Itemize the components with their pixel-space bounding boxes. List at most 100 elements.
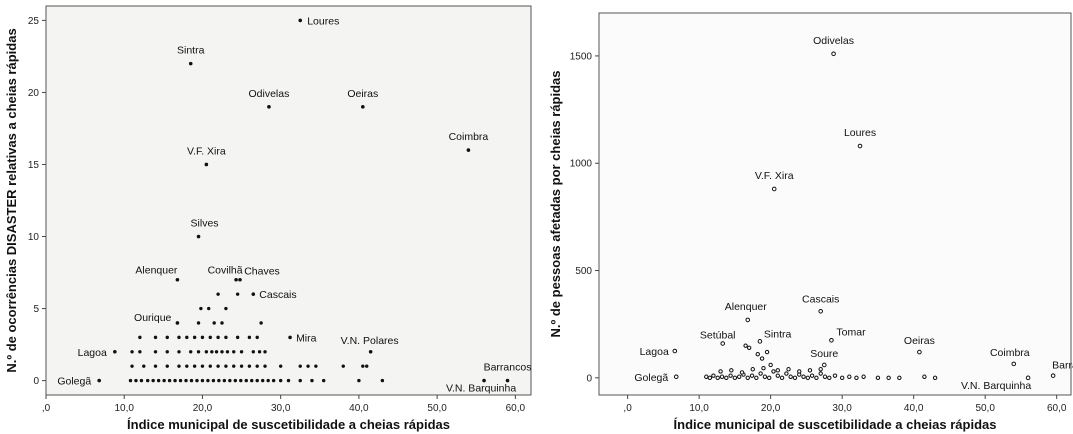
plot-area <box>45 5 532 396</box>
point-label: Tomar <box>836 326 866 338</box>
data-point <box>239 378 243 383</box>
data-point <box>784 371 789 376</box>
data-point <box>886 375 891 381</box>
data-point <box>365 364 369 368</box>
data-point <box>145 378 150 383</box>
data-point <box>759 356 765 361</box>
data-point <box>238 277 242 282</box>
data-point <box>897 375 902 381</box>
data-point <box>745 375 750 381</box>
data-point <box>225 350 230 354</box>
data-point <box>857 143 863 149</box>
data-point <box>818 371 823 376</box>
x-tick-label: 40,0 <box>349 403 369 414</box>
data-point <box>259 321 263 325</box>
data-point <box>153 364 158 368</box>
data-point <box>224 364 228 368</box>
x-tick-label: 10,0 <box>689 403 709 414</box>
x-tick-label: 60,0 <box>1047 403 1067 414</box>
data-point <box>165 350 169 354</box>
point-label: Setúbal <box>700 329 736 341</box>
data-point <box>1025 375 1031 381</box>
data-point <box>788 374 793 379</box>
data-point <box>380 378 385 383</box>
data-point <box>239 364 244 368</box>
data-point <box>175 277 180 282</box>
data-point <box>128 378 133 383</box>
chart-right: ,0 10,0 20,0 30,0 40,0 50,0 60,0 0 500 1000 1500 Ín… <box>548 12 1073 432</box>
point-label: Mira <box>296 332 317 344</box>
data-point <box>271 378 276 383</box>
data-point <box>755 352 760 357</box>
x-tick-label: 50,0 <box>427 403 447 414</box>
data-point <box>361 364 365 368</box>
data-point <box>216 335 220 340</box>
data-point <box>206 378 210 383</box>
data-point <box>156 378 161 383</box>
data-point <box>188 61 193 66</box>
data-point <box>767 375 772 381</box>
data-point <box>707 375 713 381</box>
data-point <box>247 335 252 340</box>
point-label: Chaves <box>244 266 280 278</box>
data-point <box>821 362 827 368</box>
data-point <box>466 148 471 152</box>
point-label: Golegã <box>634 372 668 384</box>
data-point <box>482 378 486 383</box>
data-point <box>814 375 819 381</box>
x-tick-label: 30,0 <box>271 403 291 414</box>
data-point <box>263 364 267 368</box>
data-point <box>754 375 759 381</box>
data-point <box>801 374 806 379</box>
data-point <box>361 105 365 109</box>
y-tick-label: 20 <box>28 88 40 99</box>
data-point <box>775 368 780 373</box>
x-tick-label: 10,0 <box>114 403 134 414</box>
data-point <box>267 105 271 109</box>
data-point <box>792 375 798 381</box>
data-point <box>818 367 823 372</box>
data-point <box>775 373 780 378</box>
chart-left: ,0 10,0 20,0 30,0 40,0 50,0 60,0 0 5 10 15 20 25 Índi… <box>4 5 532 432</box>
y-tick-label: 0 <box>586 373 592 384</box>
point-label: Coimbra <box>449 131 489 143</box>
point-label: Loures <box>307 15 339 27</box>
data-point <box>247 364 252 368</box>
data-point <box>233 378 238 383</box>
data-point <box>750 367 755 372</box>
data-point <box>251 350 255 354</box>
point-label: V.N. Barquinha <box>961 380 1031 392</box>
data-point <box>192 335 197 340</box>
data-point <box>822 374 828 379</box>
data-point <box>298 378 302 383</box>
point-label: Sintra <box>177 45 205 57</box>
point-label: Soure <box>810 348 838 360</box>
data-point <box>739 370 745 375</box>
data-point <box>263 350 267 354</box>
data-point <box>809 373 815 378</box>
data-point <box>298 364 302 368</box>
data-point <box>875 375 881 381</box>
data-point <box>672 348 678 354</box>
y-tick-label: 0 <box>33 376 39 387</box>
x-tick-label: 20,0 <box>761 403 781 414</box>
data-point <box>200 335 205 340</box>
data-point <box>177 335 181 340</box>
data-point <box>189 350 193 354</box>
point-label: V.F. Xira <box>755 170 794 182</box>
data-point <box>818 309 823 314</box>
data-point <box>704 374 709 379</box>
data-point <box>807 368 813 373</box>
data-point <box>138 335 142 340</box>
data-point <box>832 373 838 378</box>
data-point <box>854 375 859 381</box>
data-point <box>306 364 310 368</box>
x-tick-label: 50,0 <box>975 403 995 414</box>
data-point <box>255 335 259 340</box>
x-tick-label: 20,0 <box>193 403 213 414</box>
point-label: Ourique <box>134 312 172 324</box>
data-point <box>165 364 169 368</box>
data-point <box>239 350 244 354</box>
x-axis-title: Índice municipal de suscetibilidade a ch… <box>674 417 997 432</box>
